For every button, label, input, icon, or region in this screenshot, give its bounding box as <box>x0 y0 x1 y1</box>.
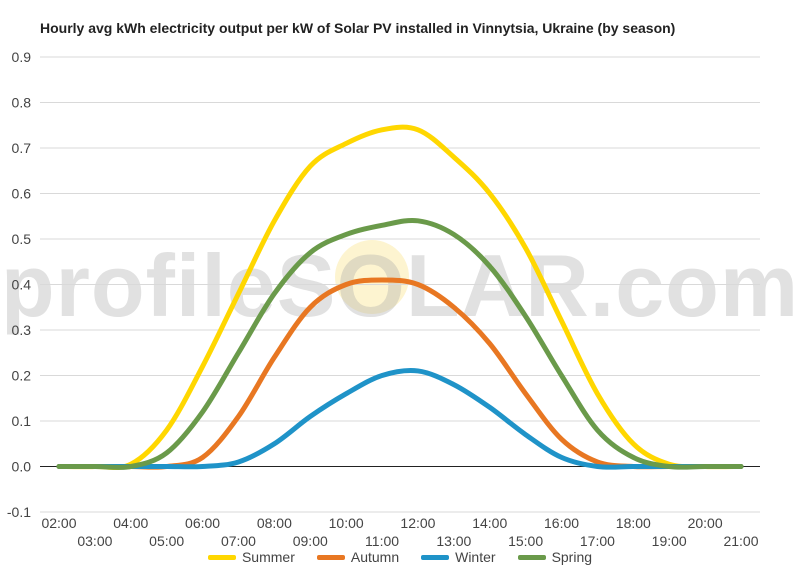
y-tick-label: 0.4 <box>12 277 32 293</box>
y-tick-label: 0.1 <box>12 413 32 429</box>
y-tick-label: 0.9 <box>12 49 32 65</box>
y-tick-label: 0.2 <box>12 368 32 384</box>
x-tick-label: 06:00 <box>185 515 220 531</box>
x-tick-label: 05:00 <box>149 533 184 549</box>
y-tick-label: 0.5 <box>12 231 32 247</box>
x-tick-label: 17:00 <box>580 533 615 549</box>
y-tick-label: 0.8 <box>12 95 32 111</box>
y-tick-label: 0.0 <box>12 459 32 475</box>
watermark-sun-logo <box>335 240 409 314</box>
legend-item-spring: Spring <box>517 549 593 565</box>
x-tick-label: 19:00 <box>652 533 687 549</box>
x-tick-label: 14:00 <box>472 515 507 531</box>
legend: Summer Autumn Winter Spring <box>0 549 800 565</box>
legend-label: Summer <box>241 549 295 565</box>
x-tick-label: 04:00 <box>113 515 148 531</box>
legend-swatch <box>421 554 450 560</box>
x-tick-label: 11:00 <box>365 533 399 549</box>
x-tick-label: 18:00 <box>616 515 651 531</box>
x-tick-label: 16:00 <box>544 515 579 531</box>
legend-label: Winter <box>455 549 496 565</box>
legend-label: Autumn <box>350 549 400 565</box>
legend-item-autumn: Autumn <box>316 549 400 565</box>
legend-swatch <box>517 554 546 560</box>
x-tick-label: 03:00 <box>77 533 112 549</box>
legend-label: Spring <box>551 549 593 565</box>
x-tick-label: 10:00 <box>329 515 364 531</box>
x-tick-label: 20:00 <box>688 515 723 531</box>
x-tick-label: 15:00 <box>508 533 543 549</box>
series-line-winter <box>56 367 744 470</box>
x-tick-label: 12:00 <box>400 515 435 531</box>
legend-item-winter: Winter <box>421 549 496 565</box>
x-tick-label: 21:00 <box>723 533 758 549</box>
legend-item-summer: Summer <box>207 549 295 565</box>
legend-swatch <box>207 554 236 560</box>
legend-swatch <box>316 554 345 560</box>
y-tick-label: 0.6 <box>12 186 32 202</box>
chart-title: Hourly avg kWh electricity output per kW… <box>40 20 676 36</box>
x-tick-label: 09:00 <box>293 533 328 549</box>
x-tick-label: 08:00 <box>257 515 292 531</box>
x-tick-label: 07:00 <box>221 533 256 549</box>
series-line-summer <box>56 124 744 471</box>
y-tick-label: 0.7 <box>12 140 32 156</box>
x-tick-label: 02:00 <box>41 515 76 531</box>
y-tick-label: 0.3 <box>12 322 32 338</box>
series-line-spring <box>56 217 744 470</box>
y-tick-label: -0.1 <box>7 504 31 520</box>
x-tick-label: 13:00 <box>436 533 471 549</box>
